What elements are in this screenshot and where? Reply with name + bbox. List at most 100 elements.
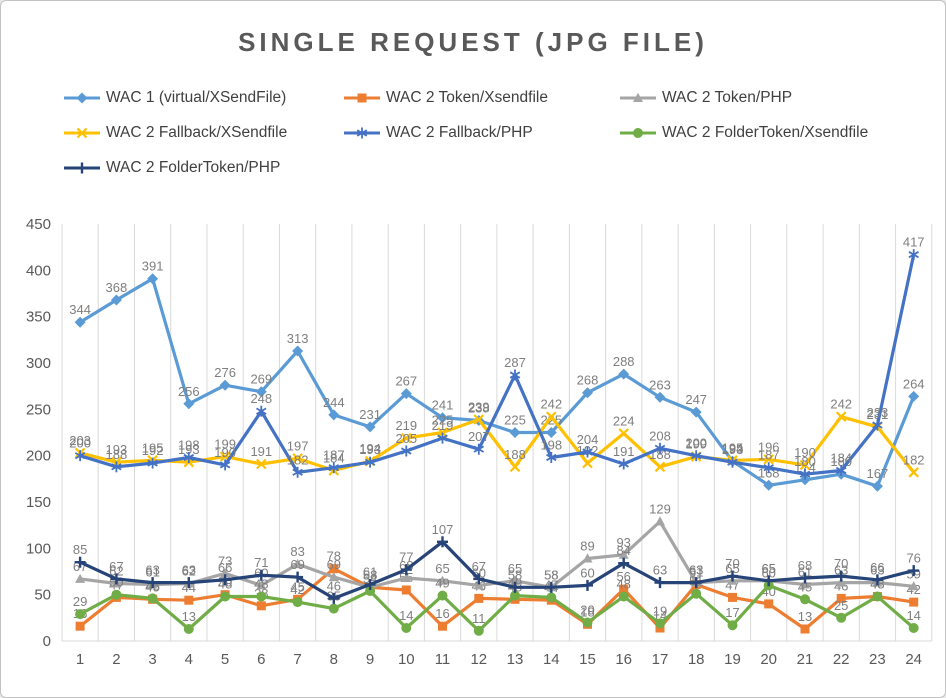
data-label: 63 <box>689 563 703 578</box>
chart-legend: WAC 1 (virtual/XSendFile) WAC 2 Token/Xs… <box>63 89 903 177</box>
data-label: 60 <box>761 565 775 580</box>
legend-label: WAC 2 Fallback/PHP <box>386 124 533 141</box>
data-label: 85 <box>73 542 87 557</box>
data-label: 70 <box>725 556 739 571</box>
data-label: 199 <box>214 437 236 452</box>
data-label: 63 <box>145 563 159 578</box>
data-label: 25 <box>834 598 848 613</box>
data-label: 65 <box>508 561 522 576</box>
data-label: 203 <box>69 433 91 448</box>
data-label: 58 <box>544 567 558 582</box>
data-label: 58 <box>508 567 522 582</box>
series-line <box>78 567 916 631</box>
x-axis-tick: 9 <box>366 651 374 668</box>
data-label: 63 <box>182 563 196 578</box>
data-label: 242 <box>540 397 562 412</box>
data-label: 233 <box>867 405 889 420</box>
data-label: 248 <box>250 391 272 406</box>
data-label: 14 <box>906 608 920 623</box>
data-label: 193 <box>359 442 381 457</box>
data-label: 61 <box>363 565 377 580</box>
legend-item: WAC 2 FolderToken/Xsendfile <box>619 124 903 142</box>
data-label: 18 <box>580 604 594 619</box>
data-label: 180 <box>794 454 816 469</box>
y-axis-tick: 300 <box>26 355 51 372</box>
x-axis-tick: 13 <box>507 651 524 668</box>
legend-label: WAC 2 Token/Xsendfile <box>386 89 548 106</box>
data-label: 199 <box>685 437 707 452</box>
chart-title: SINGLE REQUEST (JPG FILE) <box>238 27 708 57</box>
data-label: 65 <box>435 561 449 576</box>
data-label: 197 <box>287 438 309 453</box>
x-axis-tick: 22 <box>833 651 850 668</box>
data-label: 182 <box>287 452 309 467</box>
data-label: 46 <box>327 578 341 593</box>
data-label: 49 <box>435 576 449 591</box>
data-label: 182 <box>903 452 925 467</box>
data-label: 225 <box>432 413 454 428</box>
data-label: 247 <box>685 392 707 407</box>
x-axis-tick: 6 <box>257 651 265 668</box>
y-axis-tick: 450 <box>26 216 51 233</box>
data-label: 193 <box>106 442 128 457</box>
series-line <box>78 540 916 600</box>
data-label: 207 <box>468 429 490 444</box>
x-axis-tick: 11 <box>435 651 451 668</box>
data-label: 66 <box>218 560 232 575</box>
data-label: 58 <box>363 567 377 582</box>
data-label: 195 <box>722 440 744 455</box>
x-axis-tick: 14 <box>543 651 560 668</box>
data-label: 45 <box>290 579 304 594</box>
data-label: 238 <box>468 401 490 416</box>
data-label: 14 <box>399 608 413 623</box>
data-label: 66 <box>870 560 884 575</box>
data-label: 63 <box>834 563 848 578</box>
legend-label: WAC 2 FolderToken/PHP <box>106 159 281 176</box>
legend-label: WAC 2 FolderToken/Xsendfile <box>662 124 869 141</box>
x-axis-tick: 10 <box>398 651 415 668</box>
data-label: 208 <box>649 428 671 443</box>
data-label: 78 <box>327 549 341 564</box>
data-label: 191 <box>250 444 272 459</box>
data-label: 70 <box>834 556 848 571</box>
data-label: 344 <box>69 302 91 317</box>
data-label: 61 <box>798 565 812 580</box>
legend-label: WAC 2 Token/PHP <box>662 89 793 106</box>
data-label: 198 <box>178 438 200 453</box>
x-axis-tick: 17 <box>652 651 669 668</box>
data-label: 45 <box>798 579 812 594</box>
y-axis-tick: 0 <box>43 633 51 650</box>
data-label: 65 <box>725 561 739 576</box>
data-label: 241 <box>432 398 454 413</box>
data-label: 198 <box>540 438 562 453</box>
data-label: 191 <box>613 444 635 459</box>
data-label: 231 <box>867 407 889 422</box>
legend-item: WAC 2 Token/PHP <box>619 89 903 107</box>
data-label: 190 <box>214 445 236 460</box>
data-label: 417 <box>903 235 925 250</box>
series-line <box>78 415 916 474</box>
data-label: 84 <box>616 543 630 558</box>
legend-item: WAC 2 Fallback/XSendfile <box>63 124 343 142</box>
data-label: 63 <box>689 563 703 578</box>
data-label: 205 <box>395 431 417 446</box>
data-label: 193 <box>178 442 200 457</box>
y-axis-tick: 150 <box>26 494 51 511</box>
data-label: 288 <box>613 354 635 369</box>
x-axis-tick: 21 <box>797 651 814 668</box>
data-label: 13 <box>798 609 812 624</box>
x-axis-tick: 4 <box>185 651 193 668</box>
data-label: 11 <box>472 611 486 626</box>
x-axis-tick: 15 <box>579 651 596 668</box>
data-label: 368 <box>106 280 128 295</box>
data-label: 71 <box>254 555 268 570</box>
data-label: 20 <box>580 603 594 618</box>
data-label: 287 <box>504 355 526 370</box>
data-label: 188 <box>504 447 526 462</box>
legend-item: WAC 2 FolderToken/PHP <box>63 159 343 177</box>
data-label: 60 <box>580 565 594 580</box>
data-label: 276 <box>214 365 236 380</box>
x-axis-tick: 24 <box>905 651 922 668</box>
legend-marker-icon <box>344 93 380 103</box>
